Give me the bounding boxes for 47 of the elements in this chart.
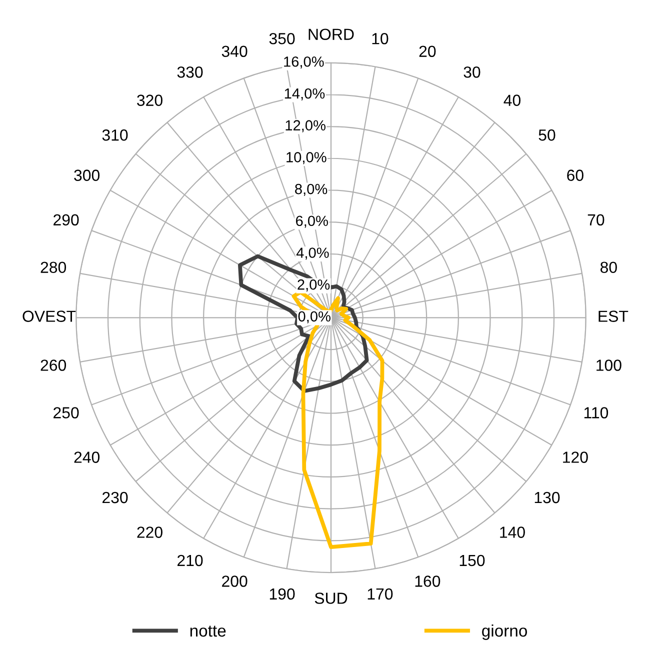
spoke-label: 130 [534,492,560,504]
spoke-label: 170 [368,588,393,600]
legend-label: giorno [482,624,527,640]
spoke-label: 40 [504,94,520,106]
spoke-label: 110 [584,407,608,418]
spoke-label: 210 [178,554,203,566]
spoke-label: 280 [40,262,66,273]
y-tick-label: 14,0% [284,88,325,100]
y-tick-label: 12,0% [286,120,326,132]
spoke-label: 300 [74,170,100,181]
spoke-label: 120 [563,452,588,463]
spoke-label: 70 [588,214,604,226]
spoke-label: SUD [314,592,348,604]
y-tick-label: 4,0% [296,248,329,260]
y-tick-label: 8,0% [295,184,328,196]
spoke-label: 160 [415,576,440,587]
y-tick-label: 6,0% [296,216,328,228]
spoke-label: 220 [137,526,162,538]
y-tick-label: 16,0% [284,56,324,69]
spoke-label: 80 [600,262,617,273]
spoke-label: 230 [102,492,128,504]
y-tick-label: 2,0% [298,279,330,292]
spoke-label: 20 [419,46,436,58]
y-tick-label: 0,0% [298,311,330,324]
spoke-label: 30 [464,66,480,78]
spoke-label: 320 [137,94,162,106]
spoke-label: 240 [74,452,100,463]
spoke-label: 190 [270,588,295,600]
spoke-label: 60 [567,170,584,181]
spoke-label: OVEST [22,310,76,322]
spoke-label: 290 [54,214,79,226]
spoke-label: EST [598,310,628,322]
spoke-label: 140 [500,526,525,538]
spoke-label: 250 [54,407,79,418]
spoke-label: 260 [40,360,66,371]
legend-label: notte [190,626,226,637]
spoke-label: 150 [460,554,485,566]
y-tick-label: 10,0% [286,152,326,164]
spoke-label: 200 [222,576,248,587]
spoke-label: 330 [177,66,203,78]
spoke-label: 50 [538,129,556,141]
spoke-label: 350 [269,32,295,44]
spoke-label: 100 [596,360,622,371]
spoke-label: NORD [308,28,354,40]
spoke-label: 10 [372,32,388,44]
spoke-label: 310 [102,129,128,141]
spoke-label: 340 [222,46,248,58]
